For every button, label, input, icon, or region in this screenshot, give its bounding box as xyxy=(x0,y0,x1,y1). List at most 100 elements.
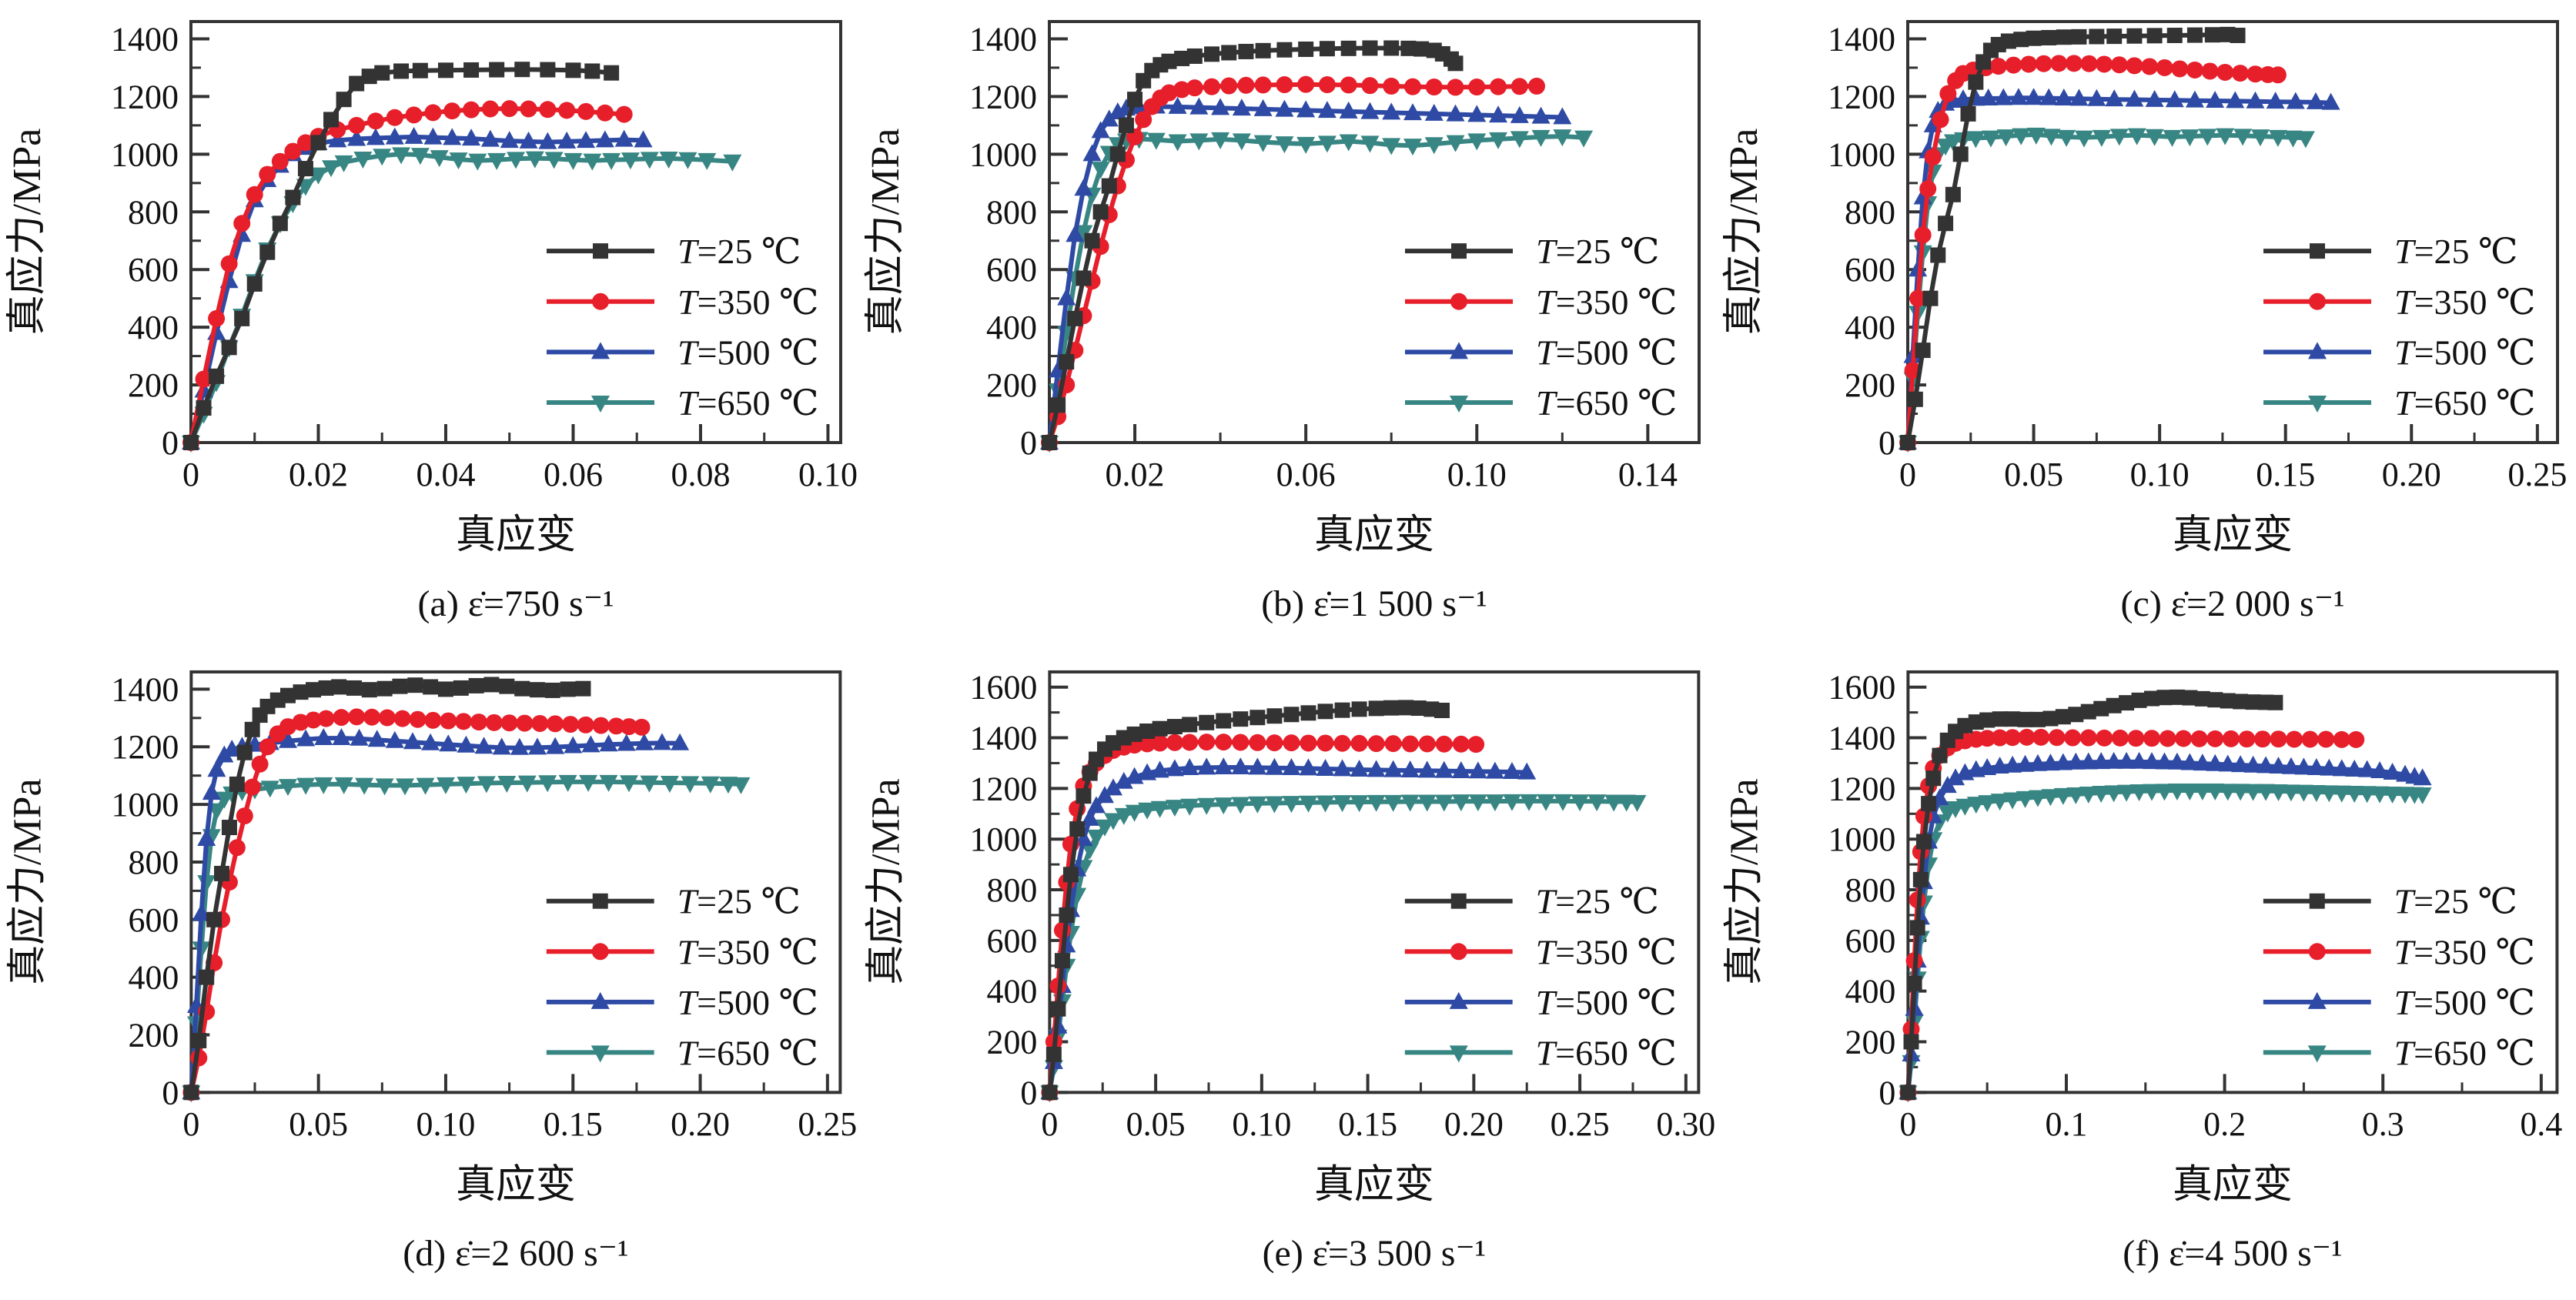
legend-label: T=650 ℃ xyxy=(1536,1033,1677,1072)
y-tick-label: 800 xyxy=(1845,193,1895,231)
y-tick-label: 1200 xyxy=(970,770,1038,807)
y-tick-label: 1400 xyxy=(111,20,179,58)
series-tt350tt xyxy=(1041,734,1485,1101)
tick-labels: 0 0.05 0.10 0.15 0.20 0.25 0 200 400 600 800 1000 12… xyxy=(1828,20,2567,493)
y-tick-label: 1600 xyxy=(970,669,1038,707)
series-line xyxy=(1047,82,1539,445)
y-axis-label: 真应力/MPa xyxy=(865,779,908,985)
y-tick-label: 0 xyxy=(1020,424,1037,462)
chart-canvas-e: 0 0.05 0.10 0.15 0.20 0.25 0.30 0 200 400 600 800 10… xyxy=(865,669,1716,1274)
x-axis-label: 真应变 xyxy=(1314,1163,1434,1207)
y-tick-label: 1200 xyxy=(969,78,1037,115)
x-tick-label: 0 xyxy=(1899,456,1916,493)
series-tt650tt xyxy=(182,147,742,453)
legend-item: T=500 ℃ xyxy=(547,333,819,372)
y-tick-label: 600 xyxy=(1845,922,1895,960)
plot-frame xyxy=(1906,20,2559,444)
subplot-caption: (f) ε̇=4 500 s⁻¹ xyxy=(2123,1233,2342,1274)
y-tick-label: 800 xyxy=(986,871,1037,909)
x-tick-label: 0.2 xyxy=(2203,1105,2246,1143)
x-axis-label: 真应变 xyxy=(456,513,576,557)
y-tick-label: 1000 xyxy=(111,135,179,173)
y-tick-label: 1000 xyxy=(970,820,1038,858)
y-tick-label: 0 xyxy=(162,1074,179,1111)
tick-labels: 0 0.1 0.2 0.3 0.4 0 200 400 600 800 1000 1200 1400 16… xyxy=(1828,669,2563,1144)
subplot-f: 0 0.1 0.2 0.3 0.4 0 200 400 600 800 1000 1200 1400 16… xyxy=(1717,650,2575,1300)
y-tick-label: 800 xyxy=(1845,871,1895,909)
legend: T=25 ℃ T=350 ℃ T=500 ℃ T=650 ℃ xyxy=(547,232,819,423)
chart-canvas-d: 0 0.05 0.10 0.15 0.20 0.25 0 200 400 600 800 1000 12… xyxy=(6,670,857,1274)
legend: T=25 ℃ T=350 ℃ T=500 ℃ T=650 ℃ xyxy=(2263,232,2536,423)
y-tick-label: 1400 xyxy=(970,720,1038,757)
x-tick-label: 0.15 xyxy=(544,1105,603,1143)
subplot-caption: (b) ε̇=1 500 s⁻¹ xyxy=(1261,583,1487,624)
legend: T=25 ℃ T=350 ℃ T=500 ℃ T=650 ℃ xyxy=(546,882,818,1072)
series-tt25tt xyxy=(183,677,591,1101)
legend-item: T=350 ℃ xyxy=(1404,932,1677,971)
y-tick-label: 800 xyxy=(128,844,179,881)
x-tick-label: 0.05 xyxy=(1126,1105,1186,1143)
y-tick-label: 200 xyxy=(128,366,179,404)
legend-label: T=350 ℃ xyxy=(2394,282,2536,322)
y-tick-label: 200 xyxy=(1845,1023,1895,1061)
y-tick-label: 1400 xyxy=(1828,720,1896,757)
legend-item: T=25 ℃ xyxy=(2263,232,2518,271)
legend-label: T=25 ℃ xyxy=(2394,882,2517,921)
y-tick-label: 600 xyxy=(128,901,179,939)
x-tick-label: 0.06 xyxy=(1276,456,1336,493)
x-tick-label: 0.10 xyxy=(417,1105,476,1143)
x-tick-label: 0.25 xyxy=(2507,456,2567,493)
legend-item: T=350 ℃ xyxy=(2263,282,2536,322)
y-tick-label: 600 xyxy=(986,251,1037,289)
legend-label: T=500 ℃ xyxy=(1536,983,1677,1022)
series-tt350tt xyxy=(182,708,651,1101)
y-axis-label: 真应力/MPa xyxy=(1722,129,1766,336)
y-tick-label: 1200 xyxy=(1828,770,1896,807)
series-line xyxy=(1905,787,2425,1095)
x-tick-label: 0.02 xyxy=(289,456,348,493)
y-tick-label: 0 xyxy=(1020,1074,1037,1111)
subplot-caption: (e) ε̇=3 500 s⁻¹ xyxy=(1263,1233,1487,1274)
legend-label: T=650 ℃ xyxy=(1536,383,1678,423)
y-tick-label: 400 xyxy=(1845,973,1895,1011)
series-line xyxy=(189,736,683,1095)
legend-label: T=350 ℃ xyxy=(677,932,818,971)
y-tick-label: 800 xyxy=(128,193,179,231)
legend-label: T=350 ℃ xyxy=(2394,932,2535,971)
series-line xyxy=(1905,694,2278,1095)
x-tick-label: 0.3 xyxy=(2362,1105,2404,1143)
y-tick-label: 200 xyxy=(128,1016,179,1054)
y-tick-label: 1400 xyxy=(1828,20,1895,58)
y-tick-label: 1600 xyxy=(1828,669,1896,707)
minor-ticks xyxy=(1908,66,2476,443)
legend: T=25 ℃ T=350 ℃ T=500 ℃ T=650 ℃ xyxy=(1405,232,1678,423)
x-tick-label: 0 xyxy=(1041,1105,1058,1143)
legend-label: T=650 ℃ xyxy=(2394,1033,2535,1072)
legend-item: T=650 ℃ xyxy=(546,1033,818,1072)
legend-label: T=350 ℃ xyxy=(677,282,819,322)
legend-item: T=500 ℃ xyxy=(1405,333,1678,372)
y-tick-label: 600 xyxy=(1845,251,1895,289)
minor-ticks xyxy=(191,66,766,443)
legend-item: T=500 ℃ xyxy=(2263,333,2536,372)
series-tt500tt xyxy=(1040,96,1572,449)
y-tick-label: 600 xyxy=(986,922,1037,960)
x-tick-label: 0.25 xyxy=(798,1105,857,1143)
y-tick-label: 0 xyxy=(162,424,179,462)
x-tick-label: 0.06 xyxy=(544,456,603,493)
series-tt650tt xyxy=(1040,794,1647,1103)
series-tt25tt xyxy=(1042,700,1450,1101)
series-tt25tt xyxy=(1900,26,2246,450)
y-tick-label: 1000 xyxy=(969,135,1037,173)
chart-canvas-a: 0 0.02 0.04 0.06 0.08 0.10 0 200 400 600 800 1000 12… xyxy=(5,20,858,624)
subplot-e: 0 0.05 0.10 0.15 0.20 0.25 0.30 0 200 400 600 800 10… xyxy=(858,650,1717,1300)
minor-ticks xyxy=(1049,66,1564,443)
legend-label: T=650 ℃ xyxy=(677,1033,818,1072)
y-tick-label: 200 xyxy=(986,1023,1037,1061)
legend-item: T=25 ℃ xyxy=(1405,232,1660,271)
y-tick-label: 800 xyxy=(986,193,1037,231)
legend: T=25 ℃ T=350 ℃ T=500 ℃ T=650 ℃ xyxy=(1404,882,1677,1072)
x-tick-label: 0 xyxy=(1899,1105,1916,1143)
x-tick-label: 0.15 xyxy=(2256,456,2315,493)
x-tick-label: 0.10 xyxy=(1447,456,1507,493)
